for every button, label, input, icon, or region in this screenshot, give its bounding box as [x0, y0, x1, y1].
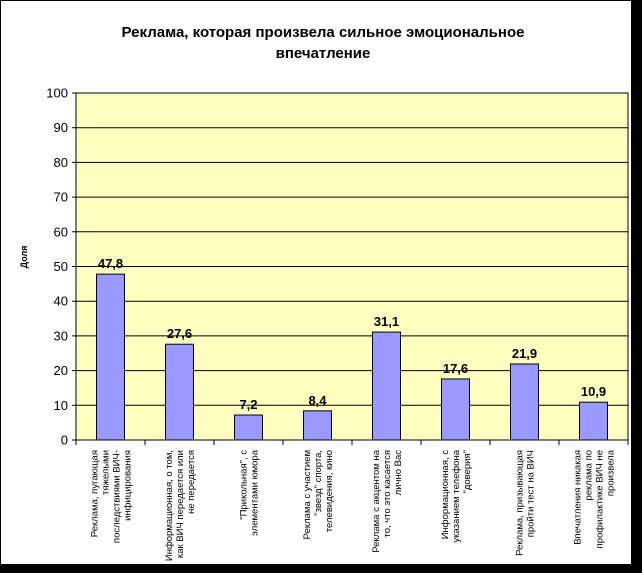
x-tick-label: Впечатления никакая реклама по профилактик… — [573, 449, 617, 548]
bar — [165, 343, 194, 441]
data-label: 17,6 — [443, 361, 468, 376]
x-tick-label-line: Реклама с участием — [302, 450, 313, 539]
bar — [441, 378, 470, 441]
data-label: 47,8 — [98, 256, 123, 271]
x-tick-label-line: как ВИЧ передается или — [175, 450, 186, 558]
x-tick-label: "Прикольная", с элементами юмора — [239, 449, 261, 536]
data-label: 8,4 — [308, 393, 327, 408]
y-tick-label: 60 — [54, 224, 68, 239]
y-tick-label: 70 — [54, 190, 68, 205]
bar — [510, 363, 539, 441]
x-tick-label-line: "Прикольная", с — [239, 450, 250, 520]
data-label: 31,1 — [374, 314, 399, 329]
x-tick-label-line: тяжелыми — [101, 450, 112, 495]
chart-frame: Реклама, которая произвела сильное эмоци… — [0, 0, 632, 565]
x-tick-label: Реклама, призывающая пройти тест на ВИЧ — [515, 450, 537, 556]
x-tick-label-line: инфицирования — [123, 450, 134, 521]
bar — [303, 410, 332, 441]
bar — [372, 331, 401, 441]
y-tick-label: 20 — [54, 363, 68, 378]
x-tick-label-line: телевидения, кино — [324, 450, 335, 532]
data-label: 10,9 — [581, 384, 606, 399]
data-label: 7,2 — [239, 397, 257, 412]
y-tick-label: 40 — [54, 294, 68, 309]
y-axis-label: Доля — [19, 246, 29, 269]
data-label: 27,6 — [167, 326, 192, 341]
bar — [579, 401, 608, 441]
y-tick-label: 50 — [54, 259, 68, 274]
chart-title-line-2: впечатление — [276, 45, 371, 62]
chart-title-line-1: Реклама, которая произвела сильное эмоци… — [122, 24, 525, 41]
x-tick-label-line: Реклама, пугающая — [90, 450, 101, 537]
x-tick-label-line: Информационная, с — [440, 450, 451, 540]
x-tick-label-line: произвела — [606, 449, 617, 496]
x-tick-label-line: профилактике ВИЧ не — [595, 450, 606, 548]
x-tick-label-line: Реклама с акцентом на — [371, 449, 382, 552]
x-tick-label: Информационная, о том, как ВИЧ передается… — [164, 450, 197, 561]
x-tick-label-line: пройти тест на ВИЧ — [526, 450, 537, 537]
y-tick-label: 100 — [46, 86, 68, 101]
data-label: 21,9 — [512, 346, 537, 361]
bar — [234, 414, 263, 441]
x-tick-label: Информационная, с указанием телефона "дове… — [440, 449, 473, 542]
y-tick-label: 90 — [54, 120, 68, 135]
x-tick-label-line: реклама по — [584, 450, 595, 501]
y-tick-label: 30 — [54, 328, 68, 343]
x-tick-label: Реклама с участием "звезд" спорта, телевид… — [302, 450, 335, 539]
y-tick-label: 80 — [54, 155, 68, 170]
x-tick-label-line: "доверия" — [462, 450, 473, 494]
y-tick-label: 10 — [54, 398, 68, 413]
x-tick-label-line: Реклама, призывающая — [515, 450, 526, 556]
x-tick-label-line: то, что это касается — [382, 450, 393, 538]
x-tick-label: Реклама с акцентом на то, что это касаетс… — [371, 449, 404, 552]
y-tick-label: 0 — [61, 433, 68, 448]
chart-title: Реклама, которая произвела сильное эмоци… — [122, 24, 525, 62]
x-tick-label-line: не передается — [186, 450, 197, 514]
x-tick-label-line: Информационная, о том, — [164, 450, 175, 561]
x-tick-label-line: Впечатления никакая — [573, 450, 584, 545]
plot-area: 0 10 20 30 40 50 60 70 80 90 100 47,8 Реклама, пугаю… — [46, 86, 629, 561]
bar — [96, 273, 125, 441]
x-tick-label-line: последствиями ВИЧ- — [112, 450, 123, 543]
bar-chart: Реклама, которая произвела сильное эмоци… — [19, 24, 629, 561]
x-tick-label: Реклама, пугающая тяжелыми последствиями В… — [90, 450, 134, 543]
x-tick-label-line: лично Вас — [393, 450, 404, 496]
x-tick-label-line: "звезд" спорта, — [313, 450, 324, 516]
x-tick-label-line: указанием телефона — [451, 449, 462, 542]
x-tick-label-line: элементами юмора — [250, 449, 261, 536]
